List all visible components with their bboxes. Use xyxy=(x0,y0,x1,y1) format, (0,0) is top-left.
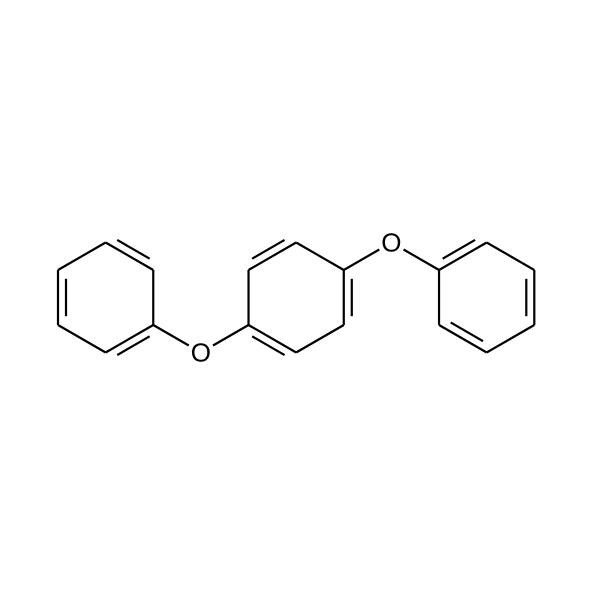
bond-line xyxy=(487,325,535,353)
bond-line xyxy=(117,240,149,259)
bonds-group xyxy=(58,240,534,355)
atom-labels-group: OO xyxy=(191,228,402,368)
bond-line xyxy=(252,336,284,355)
bond-line xyxy=(451,322,483,341)
bond-line xyxy=(296,243,344,271)
bond-line xyxy=(58,243,106,271)
atom-label: O xyxy=(381,228,401,258)
bond-line xyxy=(344,250,380,270)
bond-line xyxy=(153,325,189,345)
bond-line xyxy=(487,243,535,271)
molecule-diagram: OO xyxy=(0,0,600,600)
bond-line xyxy=(443,240,475,259)
bond-line xyxy=(58,325,106,353)
bond-line xyxy=(252,240,284,259)
bond-line xyxy=(404,250,440,270)
bond-line xyxy=(117,336,149,355)
bond-line xyxy=(213,325,249,345)
atom-label: O xyxy=(191,338,211,368)
bond-line xyxy=(296,325,344,353)
